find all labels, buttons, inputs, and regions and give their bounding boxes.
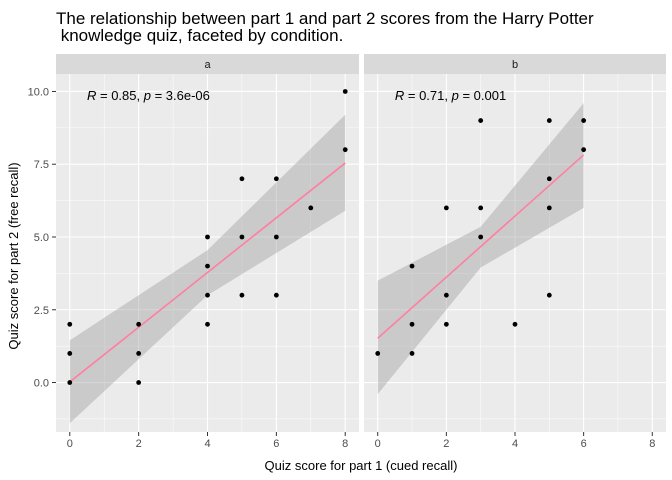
data-point	[443, 292, 449, 298]
data-point	[136, 380, 142, 385]
data-point	[581, 118, 587, 123]
chart-title-line-1: The relationship between part 1 and part…	[56, 9, 594, 28]
regression-line	[377, 154, 585, 339]
x-axis-title: Quiz score for part 1 (cued recall)	[265, 458, 458, 473]
data-point	[443, 321, 449, 327]
x-tick-label: 4	[512, 438, 518, 450]
data-point	[478, 205, 484, 211]
facet-strip-label: b	[512, 59, 518, 71]
data-point	[478, 118, 484, 123]
y-tick-label: 0.0	[34, 378, 49, 390]
data-point	[205, 321, 210, 327]
data-point	[273, 176, 279, 182]
facet-panel-a: a R = 0.85, p = 3.6e-06 0 2 4 6 8 0.0 2.5 5.0 7.5 1…	[28, 54, 359, 450]
data-point	[546, 205, 552, 211]
y-tick-label: 10.0	[28, 86, 49, 98]
confidence-band	[69, 114, 346, 424]
data-point	[67, 380, 73, 385]
data-point	[512, 321, 518, 327]
x-tick-label: 8	[342, 438, 348, 450]
facet-panel-b: b R = 0.71, p = 0.001 0 2 4 6 8	[364, 54, 666, 450]
data-point	[409, 351, 415, 356]
data-point	[409, 263, 415, 269]
y-tick-label: 2.5	[34, 305, 49, 317]
facet-panels: a R = 0.85, p = 3.6e-06 0 2 4 6 8 0.0 2.5 5.0 7.5 1…	[28, 54, 666, 450]
data-point	[273, 292, 279, 298]
y-tick-label: 5.0	[34, 232, 49, 244]
data-point	[239, 292, 245, 298]
data-point	[136, 321, 142, 327]
confidence-band	[377, 103, 584, 395]
facet-strip	[56, 54, 359, 74]
x-tick-label: 8	[649, 438, 655, 450]
correlation-annotation: R = 0.85, p = 3.6e-06	[87, 88, 210, 103]
data-point	[205, 263, 210, 269]
data-point	[443, 205, 449, 211]
data-point	[375, 351, 381, 356]
data-point	[546, 292, 552, 298]
data-point	[239, 176, 245, 182]
data-point	[409, 321, 415, 327]
data-point	[239, 234, 245, 240]
x-tick-label: 0	[67, 438, 73, 450]
x-tick-label: 6	[581, 438, 587, 450]
data-point	[205, 234, 210, 240]
facet-strip-label: a	[204, 59, 211, 71]
data-point	[581, 147, 587, 153]
x-tick-label: 4	[204, 438, 210, 450]
data-point	[546, 118, 552, 123]
y-tick-label: 7.5	[34, 159, 49, 171]
chart-title-line-2: knowledge quiz, faceted by condition.	[56, 26, 343, 45]
regression-line	[69, 162, 346, 383]
data-point	[308, 205, 314, 211]
data-point	[273, 234, 279, 240]
y-axis-title: Quiz score for part 2 (free recall)	[6, 162, 21, 349]
x-tick-label: 2	[136, 438, 142, 450]
x-tick-label: 2	[443, 438, 449, 450]
data-point	[67, 351, 73, 356]
data-point	[478, 234, 484, 240]
data-point	[136, 351, 142, 356]
correlation-annotation: R = 0.71, p = 0.001	[395, 88, 506, 103]
data-point	[342, 89, 348, 94]
data-point	[342, 147, 348, 153]
x-tick-label: 0	[375, 438, 381, 450]
facet-strip	[364, 54, 666, 74]
data-point	[546, 176, 552, 182]
data-point	[205, 292, 210, 298]
data-point	[67, 321, 73, 327]
x-tick-label: 6	[273, 438, 279, 450]
